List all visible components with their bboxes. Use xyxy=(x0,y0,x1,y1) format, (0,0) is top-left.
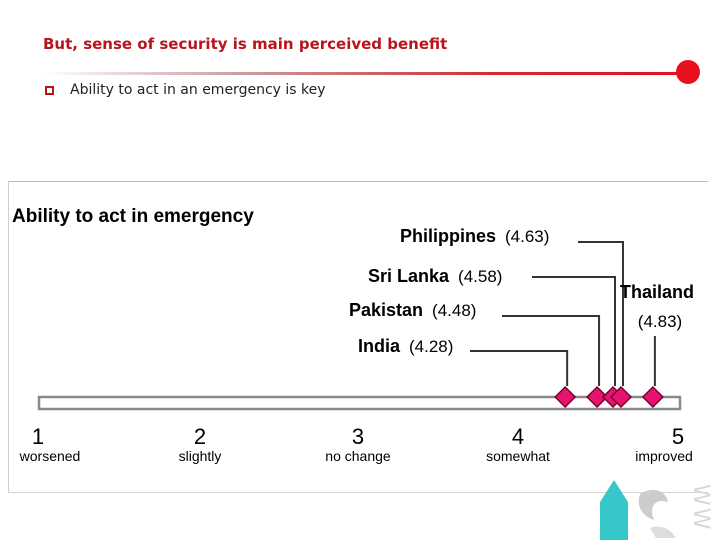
label-value-sri-lanka: (4.58) xyxy=(458,267,502,286)
label-philippines: Philippines (4.63) xyxy=(400,226,549,246)
label-name-philippines: Philippines xyxy=(400,226,496,246)
tick-number-1: 1 xyxy=(32,424,44,449)
tick-label-4: somewhat xyxy=(486,448,550,464)
scale-axis xyxy=(37,395,682,411)
tick-label-1: worsened xyxy=(19,448,81,464)
teal-arrow-shape xyxy=(600,480,628,540)
label-name-sri-lanka: Sri Lanka xyxy=(368,266,450,286)
label-sri-lanka: Sri Lanka (4.58) xyxy=(368,266,502,286)
data-markers xyxy=(554,385,664,409)
title-rule xyxy=(40,72,692,75)
leader-sri-lanka xyxy=(532,276,617,386)
leader-pakistan xyxy=(502,315,601,386)
tick-label-5: improved xyxy=(635,448,693,464)
chart-title: Ability to act in emergency xyxy=(12,206,254,227)
label-name-pakistan: Pakistan xyxy=(349,300,423,320)
label-name-thailand: Thailand xyxy=(620,282,694,302)
callout-labels: India (4.28) Pakistan (4.48) Sri Lanka (4.58)… xyxy=(349,226,694,356)
grey-swoosh-shape-2 xyxy=(650,526,676,538)
label-pakistan: Pakistan (4.48) xyxy=(349,300,476,320)
marker-thailand xyxy=(641,385,664,409)
label-india: India (4.28) xyxy=(358,336,453,356)
tick-number-4: 4 xyxy=(512,424,524,449)
callout-leaders xyxy=(470,241,656,386)
chart-frame xyxy=(8,181,708,493)
tick-number-2: 2 xyxy=(194,424,206,449)
decorative-watermark-text: WW xyxy=(688,484,713,532)
title-accent-dot xyxy=(676,60,700,84)
label-value-philippines: (4.63) xyxy=(505,227,549,246)
bullet-text: Ability to act in an emergency is key xyxy=(70,82,326,98)
tick-number-5: 5 xyxy=(672,424,684,449)
slide-title: But, sense of security is main perceived… xyxy=(43,35,448,53)
label-value-thailand: (4.83) xyxy=(638,312,682,331)
leader-philippines xyxy=(578,241,624,386)
tick-label-2: slightly xyxy=(179,448,222,464)
label-name-india: India xyxy=(358,336,401,356)
tick-number-3: 3 xyxy=(352,424,364,449)
label-value-india: (4.28) xyxy=(409,337,453,356)
label-value-pakistan: (4.48) xyxy=(432,301,476,320)
grey-swoosh-shape xyxy=(638,489,668,520)
bullet-square-icon xyxy=(45,86,54,95)
marker-philippines xyxy=(609,385,633,409)
marker-india xyxy=(554,385,577,409)
decorative-logo xyxy=(600,480,676,540)
tick-label-3: no change xyxy=(325,448,391,464)
leader-india xyxy=(470,350,569,386)
marker-pakistan xyxy=(585,385,609,409)
